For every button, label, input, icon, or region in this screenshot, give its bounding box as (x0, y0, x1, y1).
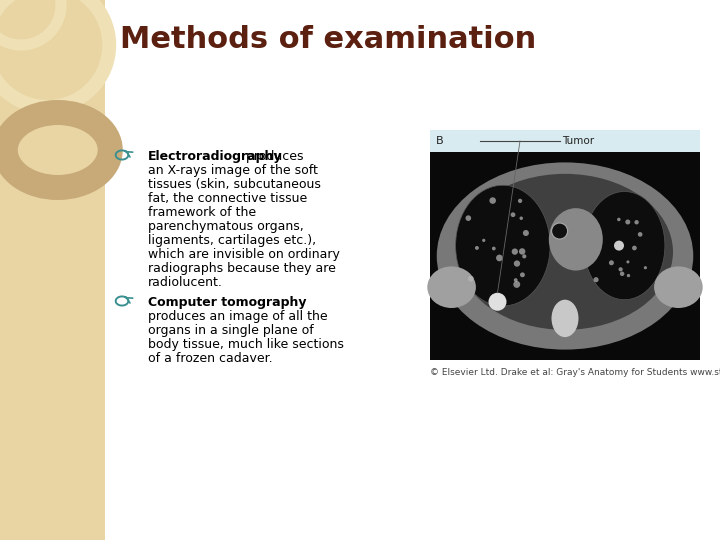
Circle shape (482, 239, 485, 242)
Text: ligaments, cartilages etc.),: ligaments, cartilages etc.), (148, 234, 316, 247)
Circle shape (634, 220, 639, 225)
Text: organs in a single plane of: organs in a single plane of (148, 324, 314, 337)
Ellipse shape (584, 192, 665, 300)
Circle shape (593, 277, 598, 282)
Circle shape (514, 278, 518, 282)
Circle shape (492, 247, 495, 251)
Circle shape (468, 276, 474, 281)
Text: radiographs because they are: radiographs because they are (148, 262, 336, 275)
Circle shape (514, 260, 520, 267)
Text: Tumor: Tumor (562, 136, 594, 146)
Text: body tissue, much like sections: body tissue, much like sections (148, 338, 344, 351)
Text: © Elsevier Ltd. Drake et al: Gray's Anatomy for Students www.studentconsult.com: © Elsevier Ltd. Drake et al: Gray's Anat… (430, 368, 720, 377)
Text: Computer tomography: Computer tomography (148, 296, 307, 309)
Text: produces: produces (243, 150, 304, 163)
Circle shape (496, 254, 503, 261)
Ellipse shape (552, 300, 578, 337)
Circle shape (617, 218, 621, 221)
Circle shape (488, 293, 506, 310)
Text: parenchymatous organs,: parenchymatous organs, (148, 220, 304, 233)
Bar (430, 152, 700, 360)
Circle shape (627, 274, 630, 277)
Circle shape (466, 215, 471, 221)
Circle shape (513, 281, 521, 288)
Text: produces an image of all the: produces an image of all the (148, 310, 328, 323)
Text: Methods of examination: Methods of examination (120, 25, 536, 54)
Circle shape (475, 246, 479, 250)
Text: fat, the connective tissue: fat, the connective tissue (148, 192, 307, 205)
Bar (430, 130, 700, 152)
Ellipse shape (457, 174, 673, 330)
Circle shape (520, 272, 525, 277)
Ellipse shape (456, 185, 550, 306)
Circle shape (626, 260, 629, 264)
Circle shape (512, 248, 518, 255)
Circle shape (519, 217, 523, 220)
Circle shape (519, 248, 526, 255)
Circle shape (618, 267, 623, 272)
Text: which are invisible on ordinary: which are invisible on ordinary (148, 248, 340, 261)
Text: Electroradiography: Electroradiography (148, 150, 282, 163)
Text: an X-rays image of the soft: an X-rays image of the soft (148, 164, 318, 177)
Text: tissues (skin, subcutaneous: tissues (skin, subcutaneous (148, 178, 321, 191)
Circle shape (620, 272, 624, 276)
Circle shape (552, 223, 567, 239)
Circle shape (490, 197, 496, 204)
Text: radiolucent.: radiolucent. (148, 276, 223, 289)
Text: B: B (436, 136, 444, 146)
Ellipse shape (654, 266, 703, 308)
Text: of a frozen cadaver.: of a frozen cadaver. (148, 352, 273, 365)
Bar (0, 0, 105, 540)
Circle shape (625, 219, 630, 225)
Circle shape (510, 212, 516, 217)
Circle shape (522, 254, 526, 259)
Text: framework of the: framework of the (148, 206, 256, 219)
Circle shape (614, 241, 624, 251)
Ellipse shape (427, 266, 476, 308)
Circle shape (609, 260, 614, 265)
Circle shape (518, 199, 522, 203)
Circle shape (644, 266, 647, 269)
Ellipse shape (549, 208, 603, 271)
Circle shape (632, 246, 636, 251)
Circle shape (638, 232, 642, 237)
Circle shape (523, 230, 529, 236)
Ellipse shape (437, 163, 693, 349)
